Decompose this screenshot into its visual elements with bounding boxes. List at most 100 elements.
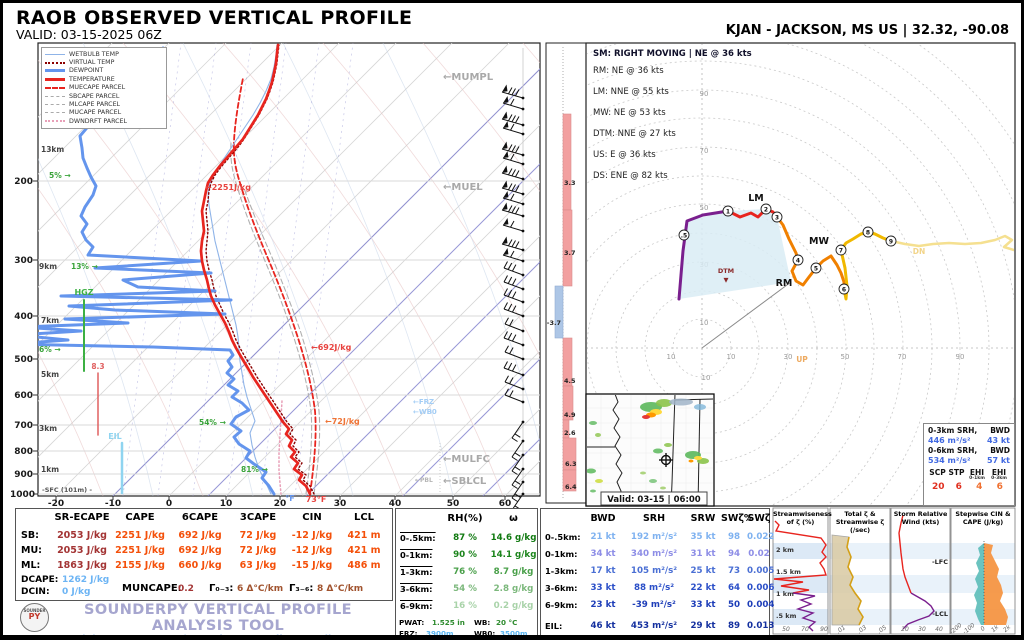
thermo-header-row: SR-ECAPE CAPE 6CAPE 3CAPE CIN LCL	[54, 512, 375, 523]
rh-annotation: 54% →	[199, 418, 226, 427]
table-row: 1-3km: 17 kt 105 m²/s² 25 kt 73 0.005	[545, 566, 775, 576]
temp-label: -10	[105, 499, 121, 509]
panel3-xtick: 20	[901, 626, 909, 633]
svg-text:5: 5	[814, 266, 818, 273]
stepwise-cape-fill	[984, 543, 1008, 625]
ring-label: 50	[700, 204, 709, 212]
thermo-table: SR-ECAPE CAPE 6CAPE 3CAPE CIN LCL SB: 2053 …	[15, 508, 393, 601]
svg-text:.5: .5	[681, 233, 687, 240]
mini-panels: 2 km 1.5 km 1 km .5 km -LFC -LCL 50 70 9…	[772, 507, 1016, 635]
up-label: UP	[796, 355, 808, 364]
ring-label: 10	[702, 374, 711, 382]
pressure-label: 600	[14, 391, 33, 401]
frz-label: ←FRZ	[413, 398, 434, 406]
dtm-marker-icon: ▼	[724, 276, 729, 284]
motion-line: RM: NE @ 36 kts	[593, 66, 664, 76]
motion-line: MW: NE @ 53 kts	[593, 108, 666, 118]
panel4-xtick: 1k	[990, 623, 1000, 633]
radar-valid-box	[600, 491, 708, 506]
sfc-temp-f-label: 73°F	[306, 495, 327, 504]
sounderpy-logo: SOUNDER PY	[20, 603, 49, 632]
ring-label: 90	[956, 353, 965, 361]
mlcape-parcel-trace	[243, 187, 321, 495]
hgz-label: HGZ	[74, 288, 93, 297]
page-title: RAOB OBSERVED VERTICAL PROFILE	[16, 7, 413, 29]
mlcape-line-icon	[45, 104, 65, 106]
sfc-label: -SFC (101m) -	[42, 486, 92, 494]
virtual-temp-trace	[205, 44, 315, 495]
footer-credit: (C) KYLE J GILLETT | sounderpysoundings.…	[81, 634, 355, 640]
lapse-bars	[562, 113, 577, 492]
ring-label: 50	[841, 353, 850, 361]
dn-label: DN	[913, 247, 926, 256]
temp-label: 60	[499, 499, 512, 509]
temperature-trace	[199, 43, 312, 496]
dtm-label: DTM	[718, 267, 734, 275]
muecape-parcel-trace	[232, 77, 317, 495]
sounding-traces	[38, 43, 321, 496]
ring-label: 10	[667, 353, 676, 361]
srw-red-line	[898, 514, 912, 594]
dewpoint-trace	[38, 46, 276, 496]
svg-text:2: 2	[764, 207, 768, 214]
panel4-xtick: 0	[979, 625, 987, 633]
ring-label: 70	[700, 147, 709, 155]
lapse-value: 2.6	[564, 429, 576, 437]
panel1-ytick: 2 km	[776, 546, 794, 554]
storm-motion-block: SM: RIGHT MOVING | NE @ 36 kts RM: NE @ …	[593, 47, 752, 187]
svg-text:4: 4	[796, 258, 800, 265]
dewpoint-line-icon	[45, 69, 65, 73]
footer: SOUNDERPY VERTICAL PROFILE ANALYSIS TOOL…	[43, 602, 393, 640]
height-label: 7km	[41, 316, 59, 325]
motion-line: LM: NNE @ 55 kts	[593, 87, 669, 97]
panel1-ytick: 1 km	[776, 590, 794, 598]
axis-ticks	[33, 180, 506, 500]
panel3-xtick: 30	[918, 626, 926, 633]
panel1-ytick: .5 km	[776, 612, 797, 620]
ring-label: 10	[727, 353, 736, 361]
table-row: EIL: 46 kt 453 m²/s² 29 kt 89 0.013	[545, 621, 775, 631]
table-row: 6-9km: 23 kt -39 m²/s² 33 kt 50 0.004	[545, 600, 775, 610]
srh-area	[679, 209, 791, 299]
sm-line: SM: RIGHT MOVING | NE @ 36 kts	[593, 49, 752, 59]
temp-label: 10	[220, 499, 233, 509]
srh3-value-row: 446 m²/s² 43 kt	[928, 436, 1010, 445]
panel1-xtick: 70	[801, 626, 809, 633]
radar-echoes	[587, 398, 709, 493]
valid-timestamp: VALID: 03-15-2025 06Z	[16, 27, 162, 42]
hodo-height-markers: .5 1 2 3 4 5 6 7 8 9	[678, 203, 897, 295]
pressure-label: 800	[14, 447, 33, 457]
svg-text:6: 6	[842, 287, 846, 294]
lapse-strip: 3.3 3.7 -3.7 4.5 4.9 2.6 6.3 6.4	[545, 42, 587, 504]
skewt-legend: WETBULB TEMP VIRTUAL TEMP DEWPOINT TEMPE…	[41, 47, 167, 129]
lapse-value: 3.7	[564, 249, 576, 257]
srh6-value-row: 534 m²/s² 57 kt	[928, 456, 1010, 465]
ring-label: 70	[898, 353, 907, 361]
cape-el-label: ←2251J/kg	[205, 183, 251, 192]
muel-label: ←MUEL	[443, 182, 483, 193]
legend-item: TEMPERATURE	[45, 75, 163, 83]
radar-inset: Valid: 03-15 | 06:00	[585, 393, 715, 507]
sbcape-parcel-trace	[230, 142, 313, 495]
panel1-ytick: 1.5 km	[776, 568, 801, 576]
height-label: 5km	[41, 370, 59, 379]
hodo-3-6km	[775, 215, 846, 291]
cape6-label: ←692J/kg	[311, 343, 352, 352]
svg-text:8: 8	[866, 230, 870, 237]
temp-label: 20	[274, 499, 287, 509]
motion-line: DS: ENE @ 82 kts	[593, 171, 668, 181]
panel2-xtick: .01	[835, 624, 847, 635]
temp-label: 40	[389, 499, 402, 509]
rh-annotation: 5% →	[49, 171, 71, 180]
shear-header-row: BWD SRH SRW SWζ% SWζ	[590, 513, 771, 524]
table-row: ML: 1863 J/kg 2155 J/kg 660 J/kg 63 J/kg -…	[21, 560, 381, 571]
temp-label: -20	[48, 499, 64, 509]
mulfc-label: ←MULFC	[443, 454, 490, 465]
sbcape-line-icon	[45, 95, 65, 97]
srh6-header-row: 0-6km SRH, BWD	[928, 446, 1010, 455]
srh3-header-row: 0-3km SRH, BWD	[928, 426, 1010, 435]
motion-line: US: E @ 36 kts	[593, 150, 656, 160]
hodo-1-3km	[726, 207, 779, 219]
storm-motion-vector	[701, 281, 792, 349]
panel1-title: Streamwiseness of ζ (%)	[773, 510, 832, 526]
